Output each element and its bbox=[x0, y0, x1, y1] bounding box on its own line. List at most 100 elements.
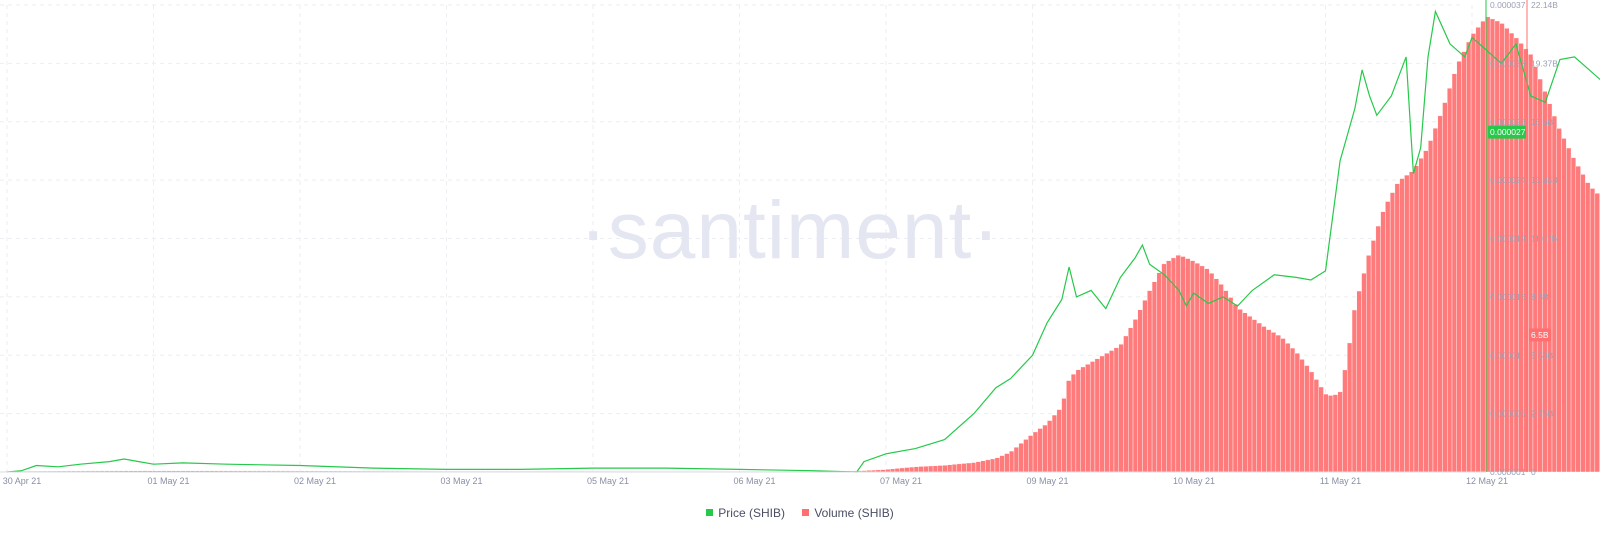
volume-bar bbox=[1151, 281, 1158, 473]
volume-bar bbox=[1147, 290, 1153, 473]
volume-bar bbox=[1475, 27, 1481, 473]
volume-bar bbox=[1270, 332, 1277, 473]
price-tick-label: 0.000001 bbox=[1490, 467, 1526, 477]
volume-bar bbox=[942, 465, 948, 473]
volume-bar bbox=[1042, 424, 1048, 473]
volume-bar bbox=[1285, 343, 1291, 473]
volume-bar bbox=[1589, 188, 1596, 473]
volume-bar bbox=[1451, 73, 1458, 473]
volume-bar bbox=[1294, 352, 1300, 473]
volume-bar bbox=[1418, 157, 1424, 473]
volume-bar bbox=[1223, 290, 1229, 473]
current-value-badges: 0.000027 6.5B bbox=[1488, 125, 1551, 342]
volume-bar bbox=[1575, 165, 1581, 473]
volume-tick-label: 5.53B bbox=[1531, 350, 1554, 360]
volume-tick-label: 0 bbox=[1531, 467, 1536, 477]
legend-swatch-price bbox=[706, 509, 714, 516]
chart: ·santiment· 30 Apr 21 01 May 21 02 May 21 0… bbox=[0, 0, 1600, 486]
volume-bar bbox=[1561, 138, 1567, 473]
volume-bar bbox=[985, 459, 991, 473]
volume-bar bbox=[1470, 33, 1477, 473]
volume-bar bbox=[894, 468, 900, 473]
volume-bar bbox=[1351, 309, 1358, 473]
volume-bar bbox=[1428, 140, 1434, 473]
price-tick-label: 0.000006 bbox=[1490, 409, 1526, 419]
volume-bar bbox=[1328, 395, 1334, 473]
volume-bar bbox=[1280, 338, 1286, 473]
volume-bar bbox=[1023, 439, 1029, 473]
volume-bar bbox=[1051, 414, 1058, 473]
volume-bar bbox=[904, 467, 910, 473]
volume-bar bbox=[1361, 272, 1367, 473]
volume-bar bbox=[1156, 272, 1162, 473]
volume-bar bbox=[1389, 192, 1396, 473]
volume-bar bbox=[966, 462, 972, 473]
volume-bar bbox=[1018, 443, 1024, 473]
x-tick-label: 03 May 21 bbox=[440, 476, 482, 486]
volume-bar bbox=[1461, 51, 1467, 473]
legend-swatch-volume bbox=[802, 509, 810, 516]
price-tick-label: 0.000028 bbox=[1490, 117, 1526, 127]
volume-current-badge bbox=[1529, 328, 1551, 342]
price-tick-label: 0.000033 bbox=[1490, 58, 1526, 68]
volume-bar bbox=[1013, 446, 1019, 473]
volume-bar bbox=[1513, 37, 1519, 473]
volume-bar bbox=[1061, 398, 1067, 473]
legend-item-price[interactable]: Price (SHIB) bbox=[706, 506, 785, 520]
volume-bar bbox=[1142, 299, 1148, 473]
price-current-label: 0.000027 bbox=[1490, 127, 1526, 137]
volume-bar bbox=[1251, 319, 1258, 473]
volume-bar bbox=[1375, 225, 1381, 473]
volume-bar bbox=[951, 464, 958, 473]
volume-bar bbox=[1380, 211, 1386, 473]
volume-tick-label: 16.6B bbox=[1531, 117, 1554, 127]
volume-bar bbox=[1266, 329, 1272, 473]
volume-bar bbox=[1366, 255, 1372, 473]
volume-bar bbox=[1499, 23, 1505, 473]
volume-bar bbox=[1028, 435, 1034, 473]
volume-bar bbox=[928, 465, 934, 473]
volume-bar bbox=[1037, 428, 1043, 473]
volume-bar bbox=[1337, 391, 1343, 473]
volume-bar bbox=[1261, 326, 1267, 473]
volume-bar bbox=[1242, 312, 1248, 473]
legend-label-volume: Volume (SHIB) bbox=[814, 505, 894, 520]
volume-bar bbox=[1385, 201, 1391, 473]
x-tick-label: 02 May 21 bbox=[294, 476, 336, 486]
volume-bar bbox=[1370, 240, 1377, 473]
volume-bar bbox=[980, 460, 986, 473]
x-tick-label: 11 May 21 bbox=[1320, 476, 1361, 486]
volume-bar bbox=[1408, 171, 1415, 473]
x-tick-label: 12 May 21 bbox=[1466, 476, 1508, 486]
volume-bar bbox=[1189, 260, 1196, 473]
volume-bar bbox=[1299, 359, 1305, 473]
volume-bar bbox=[1313, 379, 1319, 473]
price-tick-label: 0.000037 bbox=[1490, 0, 1526, 10]
volume-bar bbox=[1447, 87, 1453, 473]
volume-tick-label: 8.3B bbox=[1531, 292, 1549, 302]
volume-bar bbox=[1356, 290, 1362, 473]
volume-bar bbox=[1432, 127, 1438, 473]
volume-bar bbox=[1594, 193, 1600, 473]
volume-tick-label: 13.83B bbox=[1531, 175, 1558, 185]
volume-bar bbox=[918, 466, 924, 473]
volume-bar bbox=[1489, 18, 1496, 473]
volume-bar bbox=[1228, 297, 1234, 473]
volume-bar bbox=[1132, 319, 1139, 473]
volume-bar bbox=[1085, 364, 1091, 473]
volume-bar bbox=[1075, 369, 1081, 473]
volume-bar bbox=[1404, 174, 1410, 473]
volume-bar bbox=[956, 463, 962, 473]
legend-label-price: Price (SHIB) bbox=[718, 505, 785, 520]
volume-bar bbox=[1009, 450, 1015, 473]
legend: Price (SHIB) Volume (SHIB) bbox=[0, 505, 1600, 520]
volume-bar bbox=[1066, 380, 1072, 473]
price-line bbox=[6, 9, 1600, 473]
x-tick-label: 01 May 21 bbox=[147, 476, 189, 486]
volume-bar bbox=[1480, 20, 1486, 473]
volume-bar bbox=[1394, 183, 1400, 473]
volume-bar bbox=[1204, 268, 1210, 473]
price-tick-label: 0.000019 bbox=[1490, 234, 1526, 244]
legend-item-volume[interactable]: Volume (SHIB) bbox=[802, 505, 894, 520]
volume-bar bbox=[932, 465, 939, 473]
